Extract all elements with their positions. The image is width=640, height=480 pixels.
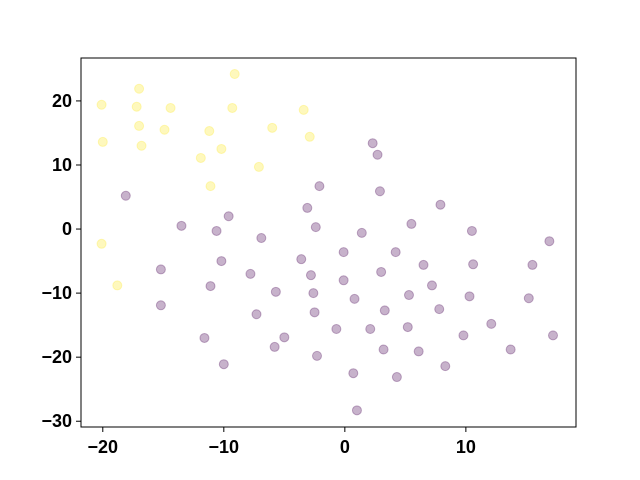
point [256,233,267,244]
x-tick-label: −10 [209,437,240,457]
point [165,102,176,113]
point [440,361,451,372]
point [136,140,147,151]
point [305,270,316,281]
point [159,124,170,135]
y-tick-label: −10 [41,283,72,303]
point [199,332,210,343]
point [403,290,414,301]
point [96,238,107,249]
point [120,190,131,201]
point [367,138,378,149]
point [298,104,309,115]
point [205,181,216,192]
y-tick-label: 0 [62,219,72,239]
point [365,323,376,334]
point [134,83,145,94]
point [338,275,349,286]
point [205,281,216,292]
point [97,136,108,147]
point [267,122,278,133]
point [435,199,446,210]
point [348,368,359,379]
point [155,300,166,311]
point [216,143,227,154]
point [314,181,325,192]
point [351,405,362,416]
point [406,218,417,229]
point [434,304,445,315]
point [391,372,402,383]
point [466,225,477,236]
point [309,307,320,318]
point [296,254,307,265]
point [245,268,256,279]
point [418,259,429,270]
point [223,211,234,222]
point [96,99,107,110]
point [270,286,281,297]
point [304,131,315,142]
point [544,236,555,247]
point [505,344,516,355]
point [204,126,215,137]
point [227,102,238,113]
point [402,322,413,333]
point [176,220,187,231]
y-tick-label: 10 [52,155,72,175]
point [338,247,349,258]
point [253,161,264,172]
point [458,330,469,341]
point [251,309,262,320]
x-tick-label: 0 [340,437,350,457]
y-tick-label: −30 [41,411,72,431]
point [279,332,290,343]
point [486,318,497,329]
point [308,288,319,299]
point [349,293,360,304]
point [468,259,479,270]
point [310,222,321,233]
point [523,293,534,304]
point [374,186,385,197]
point [112,280,123,291]
point [218,359,229,370]
point [426,280,437,291]
point [216,256,227,267]
point [269,341,280,352]
point [548,330,559,341]
y-tick-label: −20 [41,347,72,367]
plot-frame [80,57,577,428]
point [379,305,390,316]
point [131,101,142,112]
point [312,350,323,361]
point [302,202,313,213]
x-tick-label: −20 [88,437,119,457]
point [372,149,383,160]
point [376,266,387,277]
point [155,264,166,275]
point [464,291,475,302]
point [229,69,240,80]
point [211,225,222,236]
point [356,227,367,238]
point [331,323,342,334]
point [413,346,424,357]
x-tick-label: 10 [456,437,476,457]
point [390,247,401,258]
y-tick-label: 20 [52,91,72,111]
point [527,259,538,270]
point [195,152,206,163]
point [378,344,389,355]
point [134,120,145,131]
